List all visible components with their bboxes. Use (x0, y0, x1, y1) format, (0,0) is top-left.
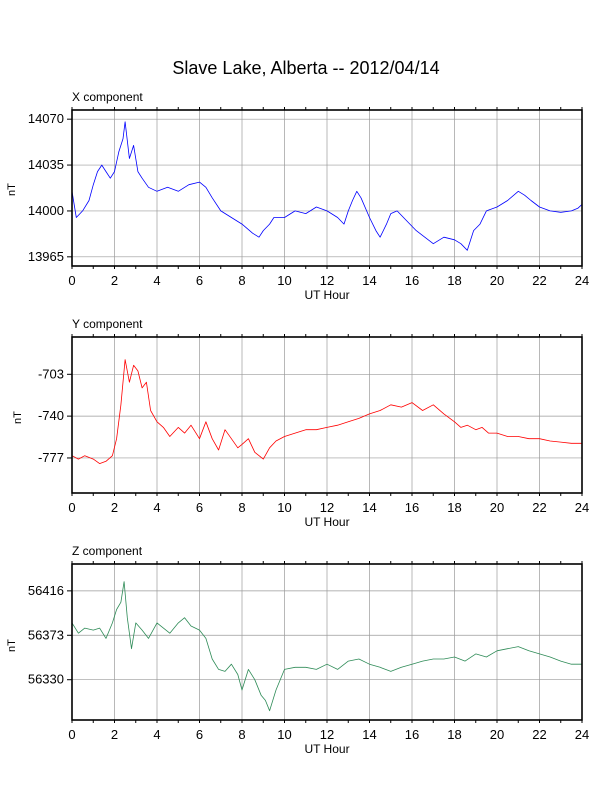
y-tick-label: 56373 (28, 627, 64, 642)
plot-title-x: X component (72, 90, 143, 104)
x-tick-label: 14 (362, 273, 376, 288)
page-title: Slave Lake, Alberta -- 2012/04/14 (172, 58, 440, 78)
x-tick-label: 8 (238, 500, 245, 515)
x-tick-label: 18 (447, 727, 461, 742)
x-tick-label: 22 (532, 273, 546, 288)
x-tick-label: 4 (153, 727, 160, 742)
plot-title-y: Y component (72, 317, 143, 331)
x-tick-label: 18 (447, 273, 461, 288)
x-tick-label: 6 (196, 500, 203, 515)
x-tick-label: 12 (320, 727, 334, 742)
plot-title-z: Z component (72, 544, 143, 558)
x-tick-label: 16 (405, 727, 419, 742)
x-tick-label: 8 (238, 727, 245, 742)
plot-frame-x (71, 109, 583, 267)
x-axis-label-x: UT Hour (304, 288, 349, 302)
x-tick-label: 6 (196, 727, 203, 742)
x-tick-label: 16 (405, 500, 419, 515)
x-tick-label: 16 (405, 273, 419, 288)
x-tick-label: 2 (111, 500, 118, 515)
x-tick-label: 24 (575, 727, 589, 742)
x-tick-label: 10 (277, 727, 291, 742)
y-tick-label: -777 (38, 450, 64, 465)
y-tick-label: 14035 (28, 157, 64, 172)
x-tick-label: 8 (238, 273, 245, 288)
plot-frame-z (71, 563, 583, 721)
y-tick-label: 56416 (28, 583, 64, 598)
x-tick-label: 12 (320, 500, 334, 515)
x-tick-label: 2 (111, 727, 118, 742)
x-axis-label-y: UT Hour (304, 515, 349, 529)
x-tick-label: 22 (532, 500, 546, 515)
x-tick-label: 24 (575, 500, 589, 515)
x-tick-label: 0 (68, 273, 75, 288)
y-tick-label: 14070 (28, 111, 64, 126)
data-line-x (71, 121, 583, 251)
data-line-z (71, 581, 582, 712)
plot-frame-y (71, 336, 583, 494)
x-tick-label: 20 (490, 273, 504, 288)
y-tick-label: 56330 (28, 672, 64, 687)
x-tick-label: 18 (447, 500, 461, 515)
x-tick-label: 4 (153, 273, 160, 288)
y-tick-label: -740 (38, 408, 64, 423)
x-tick-label: 0 (68, 500, 75, 515)
data-line-y (71, 359, 582, 465)
x-axis-label-z: UT Hour (304, 742, 349, 756)
x-tick-label: 2 (111, 273, 118, 288)
y-tick-label: 14000 (28, 203, 64, 218)
x-tick-label: 24 (575, 273, 589, 288)
x-tick-label: 22 (532, 727, 546, 742)
x-tick-label: 10 (277, 273, 291, 288)
x-tick-label: 14 (362, 500, 376, 515)
x-tick-label: 6 (196, 273, 203, 288)
x-tick-label: 14 (362, 727, 376, 742)
y-tick-label: 13965 (28, 249, 64, 264)
x-tick-label: 12 (320, 273, 334, 288)
x-tick-label: 20 (490, 727, 504, 742)
x-tick-label: 20 (490, 500, 504, 515)
x-tick-label: 10 (277, 500, 291, 515)
y-tick-label: -703 (38, 366, 64, 381)
x-tick-label: 0 (68, 727, 75, 742)
x-tick-label: 4 (153, 500, 160, 515)
